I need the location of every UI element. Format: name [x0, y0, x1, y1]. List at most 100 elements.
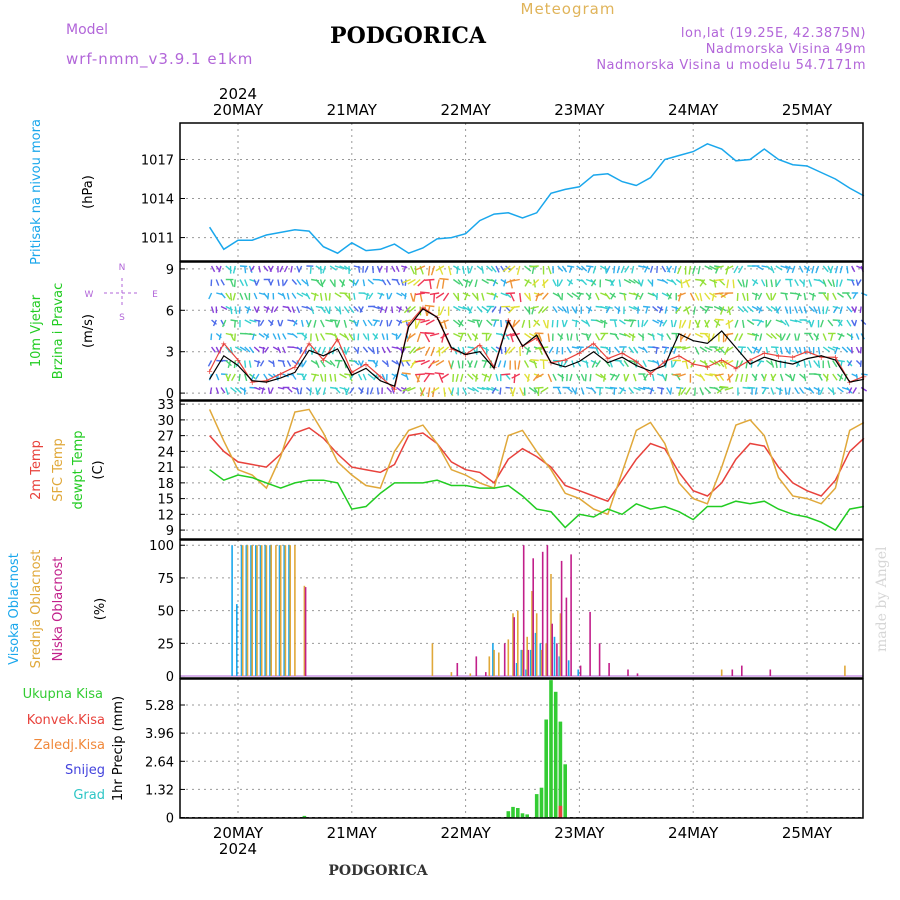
wind-arrow: [427, 387, 431, 398]
wind-arrow: [765, 332, 773, 339]
wind-arrow: [576, 292, 584, 295]
wind-arrow: [510, 278, 520, 282]
wind-arrow: [770, 279, 773, 288]
series-dewpoint: [209, 469, 865, 532]
bar-precip_total: [544, 719, 548, 818]
wind-arrow: [441, 333, 445, 343]
wind-arrow: [574, 387, 578, 395]
wind-arrow: [305, 279, 309, 287]
wind-arrow: [618, 360, 625, 367]
wind-arrow: [623, 332, 631, 338]
wind-arrow: [429, 332, 440, 337]
wind-arrow: [253, 346, 260, 352]
wind-arrow: [283, 265, 289, 273]
wind-arrow: [353, 333, 356, 341]
gust-marker: +: [761, 349, 768, 358]
wind-arrow: [457, 279, 464, 287]
wind-arrow: [756, 319, 763, 327]
wind-arrow: [725, 346, 734, 353]
wind-arrow: [220, 387, 226, 394]
wind-arrow: [535, 292, 544, 298]
bar-cloud_high: [245, 545, 248, 676]
wind-arrow: [487, 333, 492, 341]
wind-arrow: [604, 292, 611, 300]
wind-arrow: [378, 265, 383, 273]
wind-arrow: [609, 279, 615, 287]
wind-arrow: [526, 346, 530, 355]
wind-arrow: [353, 359, 360, 366]
wind-arrow: [677, 292, 686, 297]
bar-cloud_mid: [450, 672, 453, 676]
wind-arrow: [233, 319, 236, 328]
gust-marker: +: [562, 356, 569, 365]
y-axis-label: Niska Oblacnost: [51, 557, 66, 662]
bar-cloud_high: [278, 545, 281, 676]
wind-arrow: [747, 332, 756, 337]
gust-marker: +: [861, 373, 868, 382]
wind-arrow: [666, 333, 672, 341]
bar-precip_total: [516, 808, 520, 818]
wind-arrow: [363, 292, 370, 297]
bar-cloud_high: [515, 663, 518, 677]
wind-arrow: [501, 373, 511, 376]
wind-arrow: [580, 373, 585, 382]
y-tick-label: 6: [166, 304, 174, 319]
bar-precip_conv: [558, 805, 563, 818]
wind-arrow: [832, 360, 838, 368]
wind-arrow: [215, 387, 220, 394]
wind-arrow: [435, 346, 445, 353]
wind-arrow: [677, 373, 686, 378]
wind-arrow: [563, 319, 568, 327]
bar-cloud_high: [236, 604, 238, 676]
wind-arrow: [302, 360, 307, 367]
wind-arrow: [599, 387, 602, 396]
gust-marker: +: [292, 363, 299, 372]
wind-arrow: [466, 306, 473, 314]
legend-hail: Grad: [73, 788, 105, 803]
wind-arrow: [490, 265, 497, 273]
wind-arrow: [509, 292, 515, 302]
y-tick-label: 3.96: [145, 727, 174, 742]
gust-marker: +: [348, 368, 355, 377]
wind-arrow: [771, 292, 777, 301]
wind-arrow: [500, 319, 503, 328]
bar-cloud_high: [288, 545, 290, 676]
wind-arrow: [817, 373, 823, 381]
gust-marker: +: [405, 320, 412, 329]
wind-arrow: [571, 292, 579, 298]
legend-freezing-precip: Zaledj.Kisa: [34, 738, 105, 753]
wind-arrow: [277, 279, 280, 286]
bar-cloud_low: [551, 623, 553, 676]
wind-arrow: [677, 346, 686, 349]
wind-arrow: [439, 277, 449, 281]
wind-arrow: [344, 373, 353, 376]
wind-arrow: [232, 265, 236, 274]
bar-cloud_low: [769, 669, 772, 676]
wind-arrow: [415, 319, 421, 329]
wind-arrow: [539, 359, 549, 362]
wind-arrow: [852, 387, 858, 394]
wind-arrow: [699, 292, 703, 302]
wind-arrow: [321, 346, 326, 355]
wind-arrow: [300, 319, 304, 327]
wind-arrow: [356, 346, 360, 354]
bar-cloud_high: [255, 545, 257, 676]
wind-arrow: [386, 279, 392, 286]
wind-arrow: [670, 360, 673, 368]
wind-arrow: [220, 292, 226, 299]
wind-arrow: [225, 332, 234, 336]
wind-arrow: [348, 333, 354, 341]
wind-arrow: [447, 265, 452, 276]
wind-arrow: [234, 346, 243, 352]
top-day-label: 20MAY: [213, 101, 264, 119]
wind-arrow: [726, 279, 730, 289]
wind-arrow: [532, 319, 540, 328]
wind-arrow: [623, 292, 627, 301]
wind-arrow: [640, 279, 644, 287]
wind-arrow: [415, 318, 425, 321]
wind-arrow: [846, 387, 853, 394]
wind-arrow: [628, 305, 637, 311]
wind-arrow: [315, 279, 322, 286]
wind-arrow: [546, 319, 549, 329]
wind-arrow: [666, 387, 672, 395]
